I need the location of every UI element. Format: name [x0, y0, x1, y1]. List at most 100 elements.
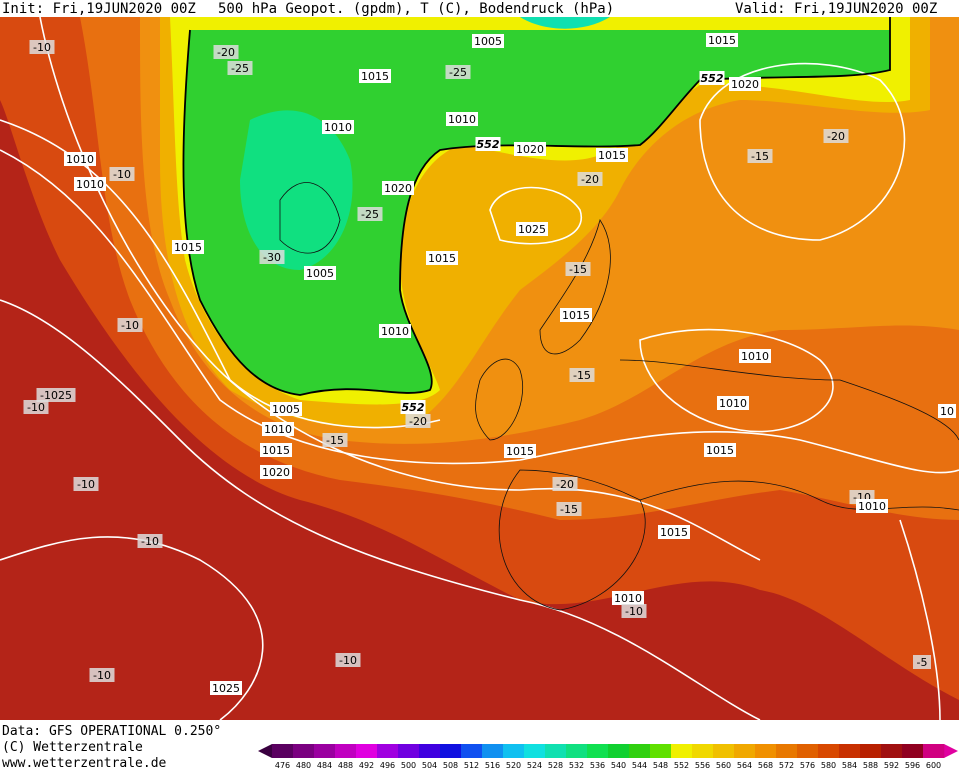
- colorbar-swatch: [335, 744, 357, 758]
- contour-label: -15: [573, 369, 591, 382]
- contour-label: 1015: [262, 444, 290, 457]
- label-box: [569, 368, 595, 382]
- label-box: [475, 137, 501, 151]
- contour-label: 1010: [614, 592, 642, 605]
- colorbar-swatch: [482, 744, 504, 758]
- label-box: [400, 400, 426, 414]
- colorbar-tick-label: 548: [653, 761, 668, 770]
- colorbar-tick-label: 476: [275, 761, 290, 770]
- contour-label: 1010: [76, 178, 104, 191]
- contour-label: 1020: [516, 143, 544, 156]
- label-box: [552, 477, 578, 491]
- colorbar-swatch: [272, 744, 294, 758]
- colorbar-tick-label: 492: [359, 761, 374, 770]
- colorbar-tick-label: 596: [905, 761, 920, 770]
- colorbar-swatch: [734, 744, 756, 758]
- colorbar-tick-label: 536: [590, 761, 605, 770]
- colorbar-swatch: [314, 744, 336, 758]
- colorbar-swatch: [629, 744, 651, 758]
- contour-label: -20: [217, 46, 235, 59]
- colorbar-tick-label: 592: [884, 761, 899, 770]
- data-source: Data: GFS OPERATIONAL 0.250°: [2, 724, 221, 739]
- label-box: [270, 402, 302, 416]
- colorbar-swatch: [566, 744, 588, 758]
- label-box: [322, 120, 354, 134]
- contour-label: 1015: [174, 241, 202, 254]
- colorbar-tick-label: 588: [863, 761, 878, 770]
- colorbar-swatch: [755, 744, 777, 758]
- contour-label: -20: [827, 130, 845, 143]
- contour-label: 1010: [381, 325, 409, 338]
- contour-label: -1025: [40, 389, 72, 402]
- contour-label: 1015: [708, 34, 736, 47]
- label-box: [109, 167, 135, 181]
- contour-label: -10: [625, 605, 643, 618]
- contour-label: 552: [477, 138, 500, 151]
- colorbar-swatch: [587, 744, 609, 758]
- label-box: [596, 148, 628, 162]
- label-box: [747, 149, 773, 163]
- contour-label: -25: [231, 62, 249, 75]
- label-box: [64, 152, 96, 166]
- contour-label: 1015: [706, 444, 734, 457]
- contour-label: -20: [581, 173, 599, 186]
- label-box: [73, 477, 99, 491]
- label-box: [359, 69, 391, 83]
- label-box: [322, 433, 348, 447]
- colorbar-tick-label: 552: [674, 761, 689, 770]
- colorbar-swatch: [356, 744, 378, 758]
- website: www.wetterzentrale.de: [2, 756, 167, 770]
- label-box: [446, 112, 478, 126]
- label-box: [739, 349, 771, 363]
- colorbar-swatch: [881, 744, 903, 758]
- contour-label: 1010: [741, 350, 769, 363]
- label-box: [823, 129, 849, 143]
- map-title: 500 hPa Geopot. (gpdm), T (C), Bodendruc…: [218, 1, 614, 17]
- colorbar-swatch: [776, 744, 798, 758]
- contour-label: 10: [940, 405, 954, 418]
- label-box: [210, 681, 242, 695]
- contour-label: 552: [402, 401, 425, 414]
- contour-label: -30: [263, 251, 281, 264]
- contour-label: 1005: [306, 267, 334, 280]
- contour-label: 1015: [506, 445, 534, 458]
- colorbar-tick-label: 500: [401, 761, 416, 770]
- label-box: [260, 465, 292, 479]
- colorbar-tick-label: 544: [632, 761, 647, 770]
- label-box: [514, 142, 546, 156]
- contour-label: -5: [917, 656, 928, 669]
- coastlines: [279, 182, 959, 611]
- colorbar-swatch: [839, 744, 861, 758]
- label-box: [304, 266, 336, 280]
- contour-label: -10: [77, 478, 95, 491]
- colorbar-swatch: [419, 744, 441, 758]
- colorbar-tick-label: 556: [695, 761, 710, 770]
- label-box: [379, 324, 411, 338]
- label-box: [74, 177, 106, 191]
- label-box: [382, 181, 414, 195]
- label-box: [426, 251, 458, 265]
- label-box: [335, 653, 361, 667]
- label-box: [405, 414, 431, 428]
- contour-label: -10: [121, 319, 139, 332]
- label-box: [621, 604, 647, 618]
- label-box: [172, 240, 204, 254]
- label-box: [36, 388, 76, 402]
- colorbar-swatch: [713, 744, 735, 758]
- contour-label: 1010: [858, 500, 886, 513]
- header-bar: [0, 0, 959, 17]
- colorbar-swatch: [692, 744, 714, 758]
- colorbar-swatch: [860, 744, 882, 758]
- contour-label: 1015: [562, 309, 590, 322]
- colorbar-tick-label: 504: [422, 761, 437, 770]
- colorbar-tick-label: 568: [758, 761, 773, 770]
- contour-label: -10: [113, 168, 131, 181]
- colorbar-tick-label: 560: [716, 761, 731, 770]
- contour-label: 1025: [518, 223, 546, 236]
- contour-label: 1010: [719, 397, 747, 410]
- contour-label: -10: [27, 401, 45, 414]
- colorbar-tick-label: 496: [380, 761, 395, 770]
- label-box: [504, 444, 536, 458]
- label-box: [213, 45, 239, 59]
